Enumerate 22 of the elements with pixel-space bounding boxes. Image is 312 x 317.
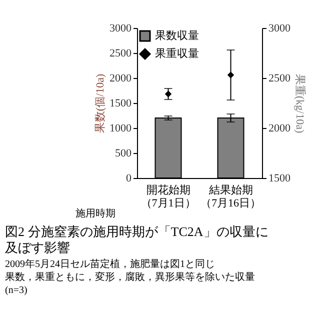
y2-tick-label: 2500 [268, 72, 291, 84]
y2-tick-label: 1500 [268, 172, 291, 184]
y-tick-label: 1000 [110, 122, 132, 134]
legend-label: 果数収量 [155, 29, 199, 42]
legend-label: 果重収量 [155, 47, 199, 60]
y-tick-label: 2500 [110, 48, 132, 60]
y-tick-label: 1500 [110, 98, 132, 110]
text: (n=3) [5, 285, 28, 296]
y-tick-label: 500 [115, 148, 132, 160]
y-tick-label: 3000 [110, 22, 132, 34]
x-tick-label: 開花始期（7月1日） [140, 184, 196, 210]
y-tick-label: 0 [126, 172, 132, 184]
y2-tick-label: 3000 [268, 22, 291, 34]
x-axis-title: 施用時期 [76, 208, 116, 220]
y2-axis-title: 果重(kg/10a) [294, 74, 306, 134]
text: 果数，果重ともに，変形，腐敗，異形果等を除いた収量 [5, 271, 255, 283]
x-tick-label: 結果始期（7月16日） [200, 184, 261, 210]
y2-tick-label: 2000 [268, 122, 291, 134]
y-axis-title: 果数(個/10a) [94, 74, 106, 134]
text: 図2 分施窒素の施用時期が「TC2A」の収量に及ぼす影響 [5, 224, 268, 255]
y-tick-label: 2000 [110, 72, 132, 84]
text: 2009年5月24日セル苗定植，施肥量は図1と同じ [5, 258, 215, 270]
